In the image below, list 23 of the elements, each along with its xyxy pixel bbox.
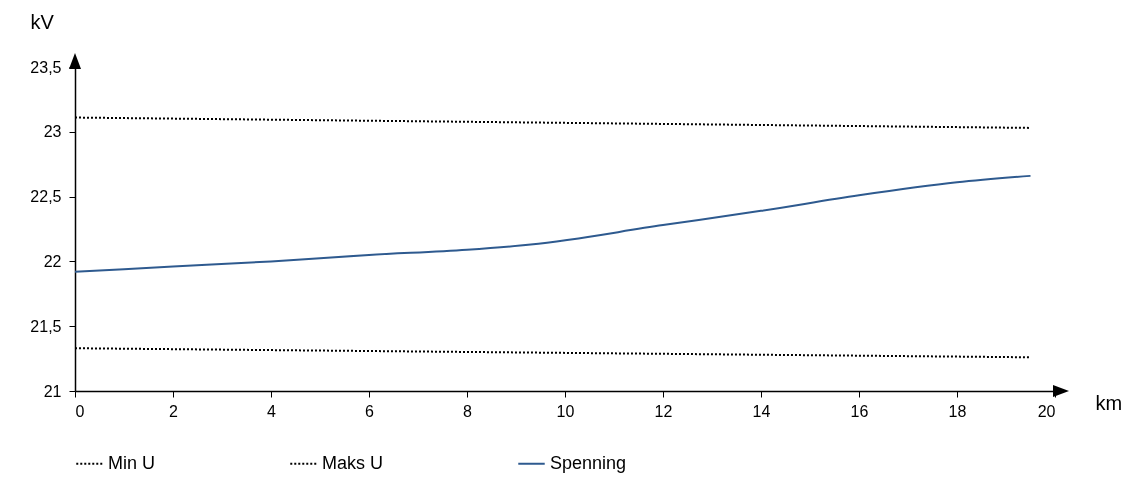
x-tick-label: 18 — [948, 402, 967, 420]
x-tick-label: 4 — [267, 402, 277, 420]
x-tick-label: 0 — [75, 402, 85, 420]
x-axis-title: km — [1095, 391, 1123, 414]
x-tick-label: 8 — [463, 402, 473, 420]
x-tick-label: 14 — [752, 402, 771, 420]
y-tick-label: 21,5 — [30, 317, 62, 335]
legend-label: Min U — [108, 452, 156, 473]
x-tick-label: 10 — [556, 402, 575, 420]
line-series — [74, 174, 1032, 273]
x-tick-label: 6 — [365, 402, 375, 420]
legend-label: Spenning — [550, 452, 627, 473]
x-tick-label: 20 — [1037, 402, 1056, 420]
y-tick-label: 23,5 — [30, 58, 62, 76]
y-tick-label: 22,5 — [30, 188, 62, 206]
y-tick-label: 22 — [43, 252, 62, 270]
x-tick-label: 12 — [654, 402, 673, 420]
y-tick-label: 23 — [43, 123, 62, 141]
x-tick-label: 16 — [850, 402, 869, 420]
y-tick-label: 21 — [43, 382, 62, 400]
legend-label: Maks U — [322, 452, 384, 473]
x-tick-label: 2 — [169, 402, 179, 420]
y-axis-title: kV — [30, 10, 55, 33]
